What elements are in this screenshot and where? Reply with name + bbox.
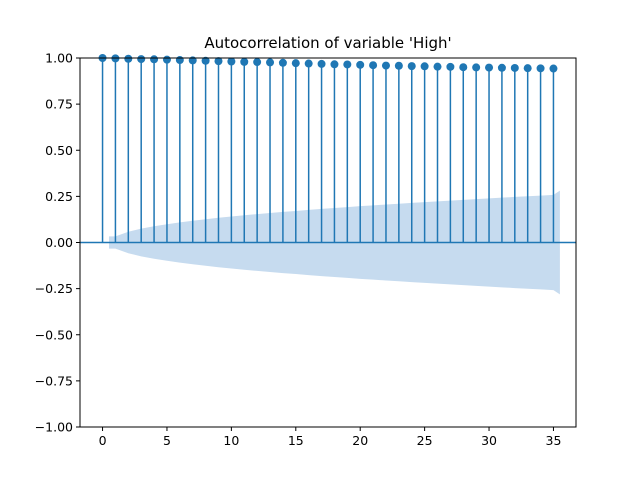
tick-layer: 0 5 10 15 20 25 30 35 −1.00 −0.75 −0.50 −0.25 0.00 0.… <box>35 51 562 449</box>
marker-lag-24 <box>407 62 416 71</box>
y-tick-label-3: −0.25 <box>35 281 73 296</box>
marker-lag-10 <box>227 57 236 66</box>
marker-lag-31 <box>497 63 506 72</box>
x-tick-label-30: 30 <box>481 433 497 448</box>
marker-lag-29 <box>472 63 481 72</box>
marker-lag-13 <box>266 58 275 67</box>
y-tick-label-4: 0.00 <box>45 235 73 250</box>
x-tick-label-0: 0 <box>99 433 107 448</box>
marker-lag-30 <box>485 63 494 72</box>
marker-lag-25 <box>420 62 429 71</box>
marker-lag-19 <box>343 60 352 69</box>
marker-lag-33 <box>523 64 532 73</box>
marker-lag-12 <box>253 58 262 67</box>
x-tick-label-5: 5 <box>163 433 171 448</box>
marker-lag-21 <box>369 61 378 70</box>
marker-lag-14 <box>278 58 287 67</box>
y-tick-label-5: 0.25 <box>45 189 73 204</box>
marker-lag-32 <box>510 63 519 72</box>
marker-lag-28 <box>459 63 468 72</box>
marker-lag-6 <box>175 56 184 65</box>
y-tick-label-8: 1.00 <box>45 51 73 66</box>
marker-lag-2 <box>124 54 133 63</box>
x-tick-label-20: 20 <box>352 433 368 448</box>
marker-lag-26 <box>433 62 442 71</box>
marker-lag-3 <box>137 55 146 64</box>
marker-lag-15 <box>291 59 300 68</box>
marker-lag-4 <box>150 55 159 64</box>
marker-lag-11 <box>240 57 249 66</box>
y-tick-label-7: 0.75 <box>45 97 73 112</box>
marker-lag-27 <box>446 62 455 71</box>
y-tick-label-6: 0.50 <box>45 143 73 158</box>
marker-lag-9 <box>214 57 223 66</box>
chart-title: Autocorrelation of variable 'High' <box>204 34 451 52</box>
marker-lag-20 <box>356 60 365 69</box>
marker-lag-5 <box>162 55 171 64</box>
x-tick-label-35: 35 <box>546 433 562 448</box>
marker-lag-35 <box>549 64 558 73</box>
marker-lag-23 <box>394 61 403 70</box>
marker-lag-17 <box>317 59 326 68</box>
x-tick-label-10: 10 <box>223 433 239 448</box>
y-tick-label-1: −0.75 <box>35 373 73 388</box>
stem-layer <box>80 54 576 244</box>
marker-lag-22 <box>381 61 390 70</box>
y-tick-label-2: −0.50 <box>35 327 73 342</box>
marker-lag-18 <box>330 60 339 69</box>
x-tick-label-25: 25 <box>417 433 433 448</box>
marker-lag-8 <box>201 56 210 65</box>
x-tick-label-15: 15 <box>288 433 304 448</box>
marker-lag-34 <box>536 64 545 73</box>
marker-lag-16 <box>304 59 313 68</box>
y-tick-label-0: −1.00 <box>35 420 73 435</box>
